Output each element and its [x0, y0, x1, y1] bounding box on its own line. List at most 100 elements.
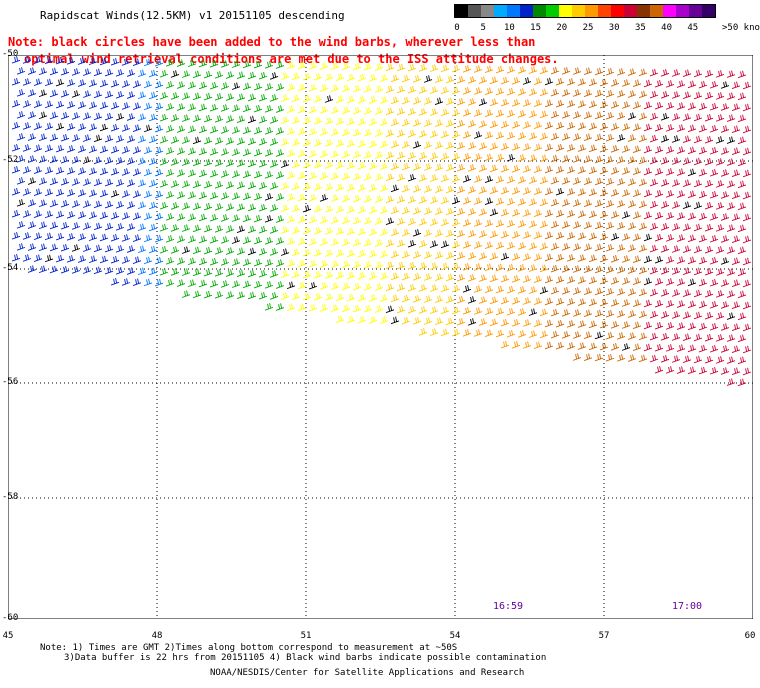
wind-barb	[165, 235, 175, 243]
wind-barb	[473, 65, 483, 73]
wind-barb	[187, 279, 197, 288]
wind-barb	[302, 72, 312, 81]
wind-barb	[38, 243, 48, 252]
wind-barb	[660, 333, 670, 341]
wind-barb	[88, 123, 98, 132]
wind-barb	[665, 80, 675, 88]
wind-barb	[220, 148, 230, 156]
wind-barb	[16, 133, 26, 141]
wind-barb	[539, 66, 549, 75]
wind-barb	[412, 251, 422, 259]
wind-barb	[539, 88, 549, 97]
wind-barb	[638, 112, 648, 121]
wind-barb	[726, 356, 736, 364]
wind-barb	[198, 125, 208, 134]
wind-barb	[693, 179, 703, 188]
wind-barb	[385, 283, 395, 292]
wind-barb	[181, 136, 191, 144]
wind-barb	[522, 187, 532, 195]
wind-barb	[137, 223, 147, 232]
wind-barb	[478, 98, 488, 106]
wind-barb	[456, 163, 466, 172]
wind-barb	[308, 215, 318, 224]
legend-tick-label: 0	[454, 23, 460, 33]
wind-barb	[269, 182, 279, 190]
wind-barb	[330, 216, 340, 224]
wind-barb	[720, 169, 730, 177]
wind-barb	[588, 342, 598, 351]
wind-barb	[654, 233, 664, 242]
wind-barb	[341, 128, 351, 137]
wind-barb	[698, 278, 708, 287]
wind-barb	[385, 85, 395, 94]
wind-barb	[742, 191, 752, 200]
wind-barb	[214, 137, 224, 145]
wind-barb	[148, 157, 158, 166]
wind-barb	[451, 152, 461, 161]
wind-barb	[665, 124, 675, 132]
wind-barb	[203, 136, 213, 145]
wind-barb	[126, 201, 136, 209]
wind-barb	[715, 92, 725, 100]
wind-barb	[203, 114, 213, 123]
wind-barb	[506, 241, 516, 250]
wind-barb	[209, 125, 219, 134]
wind-barb	[275, 83, 285, 91]
wind-barb	[385, 173, 395, 182]
wind-barb	[33, 188, 43, 196]
wind-barb	[418, 284, 428, 292]
wind-barb	[33, 144, 43, 152]
wind-barb	[665, 234, 675, 242]
wind-barb	[495, 307, 505, 316]
wind-barb	[583, 67, 593, 76]
wind-barb	[533, 275, 543, 284]
wind-barb	[605, 287, 615, 296]
wind-barb	[726, 180, 736, 188]
wind-barb	[561, 221, 571, 229]
wind-barb	[335, 227, 345, 236]
wind-barb	[517, 132, 527, 140]
wind-barb	[660, 311, 670, 319]
wind-barb	[286, 193, 296, 202]
wind-barb	[511, 319, 521, 327]
wind-barb	[583, 221, 593, 230]
wind-barb	[742, 147, 752, 156]
wind-barb	[676, 234, 686, 242]
wind-barb	[209, 103, 219, 112]
wind-barb	[451, 240, 461, 249]
wind-barb	[363, 283, 373, 291]
wind-barb	[742, 279, 752, 288]
wind-barb	[121, 256, 131, 264]
wind-barb	[687, 80, 697, 89]
wind-barb	[654, 145, 664, 154]
wind-barb	[478, 230, 488, 238]
wind-barb	[473, 219, 483, 227]
wind-barb	[357, 161, 367, 170]
wind-barb	[588, 100, 598, 109]
wind-barb	[154, 190, 164, 199]
wind-barb	[60, 155, 70, 164]
wind-barb	[583, 331, 593, 340]
wind-barb	[522, 275, 532, 283]
wind-barb	[478, 274, 488, 282]
wind-barb	[396, 85, 406, 94]
wind-barb	[418, 218, 428, 226]
wind-barb	[693, 289, 703, 298]
wind-barb	[275, 259, 285, 267]
wind-barb	[709, 103, 719, 111]
wind-barb	[665, 190, 675, 198]
wind-barb	[88, 101, 98, 110]
wind-barb	[423, 295, 433, 303]
wind-barb	[154, 212, 164, 221]
wind-barb	[412, 163, 422, 171]
wind-barb	[511, 231, 521, 239]
wind-barb	[71, 112, 81, 120]
wind-barb	[121, 168, 131, 176]
wind-barb	[418, 306, 428, 314]
wind-barb	[434, 185, 444, 194]
wind-barb	[572, 89, 582, 97]
wind-barb	[621, 101, 631, 109]
wind-barb	[462, 241, 472, 249]
wind-barb	[528, 132, 538, 140]
wind-barb	[687, 366, 697, 375]
